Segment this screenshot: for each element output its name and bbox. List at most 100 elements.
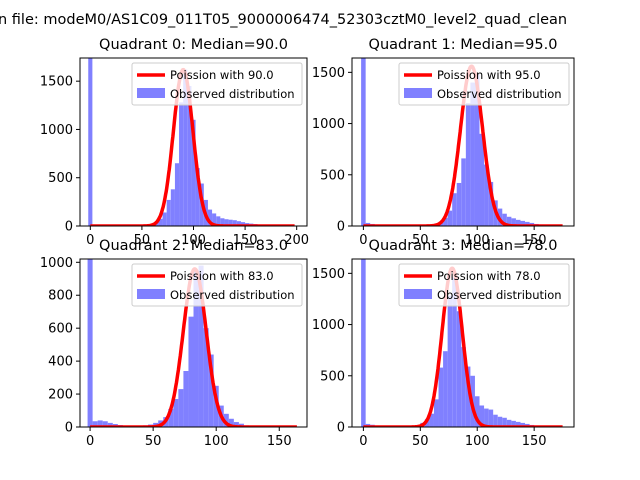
histogram-bar	[511, 218, 516, 226]
y-tick-label: 600	[48, 322, 73, 337]
histogram-bar	[515, 219, 521, 226]
legend-box	[131, 263, 303, 307]
x-tick-label: 100	[181, 233, 206, 248]
y-tick-label: 0	[337, 220, 345, 235]
legend-hist-swatch	[137, 88, 165, 98]
histogram-bar	[87, 259, 93, 427]
histogram-bar	[461, 158, 466, 226]
histogram-bar	[361, 259, 366, 427]
legend-fit-label: Poission with 90.0	[170, 68, 274, 82]
legend: Poission with 83.0 Observed distribution	[131, 263, 303, 307]
x-tick-label: 100	[204, 434, 229, 449]
histogram-bar	[232, 220, 237, 226]
histogram-bar	[479, 133, 485, 226]
histogram-bar	[193, 270, 199, 427]
histogram-bar	[506, 216, 512, 226]
legend-box	[398, 62, 570, 106]
histogram-bar	[191, 119, 196, 226]
histogram-bar	[183, 69, 188, 226]
subplot-title: Quadrant 1: Median=95.0	[369, 37, 558, 53]
poisson-fit-line	[89, 67, 296, 226]
histogram-bar	[474, 74, 480, 226]
plot-area	[361, 259, 564, 427]
histogram-bar	[228, 219, 233, 226]
y-tick-label: 500	[320, 168, 345, 183]
axes-frame	[79, 258, 308, 428]
histogram-bar	[240, 222, 246, 226]
histogram-bar	[207, 209, 213, 226]
subplot-title: Quadrant 3: Median=78.0	[369, 238, 558, 254]
legend-hist-label: Observed distribution	[170, 87, 295, 101]
subplot-0: Quadrant 0: Median=90.0 0 50 100 150 200 0 500 1…	[40, 37, 309, 248]
y-tick-label: 0	[337, 421, 345, 436]
histogram-bar	[443, 351, 448, 427]
histogram-bar	[456, 182, 462, 226]
legend-hist-label: Observed distribution	[170, 288, 295, 302]
x-tick-label: 150	[522, 434, 547, 449]
y-tick-label: 0	[65, 421, 73, 436]
histogram-bar	[179, 102, 184, 226]
histogram-bar	[424, 419, 430, 427]
subplot-1: Quadrant 1: Median=95.00 50 100 15005001000…	[312, 37, 575, 248]
histogram-bar	[174, 163, 180, 226]
axes-frame	[351, 258, 575, 428]
histogram-bar	[474, 396, 480, 427]
axes-frame	[351, 57, 575, 227]
y-tick-label: 1500	[40, 75, 73, 90]
histogram-bar	[183, 371, 189, 427]
histogram-bar	[195, 168, 200, 226]
legend-hist-swatch	[137, 289, 165, 299]
histogram-bar	[506, 419, 512, 427]
histogram-bar	[511, 420, 516, 427]
poisson-fit-line	[362, 266, 564, 427]
legend: Poission with 78.0 Observed distribution	[398, 263, 570, 307]
y-tick-label: 1000	[40, 256, 73, 271]
histogram-bar	[166, 199, 171, 226]
histogram-bar	[188, 316, 194, 427]
figure-suptitle: n file: modeM0/AS1C09_011T05_9000006474_…	[0, 12, 567, 28]
histogram-bar	[187, 86, 192, 226]
x-tick-label: 200	[284, 233, 309, 248]
plot-area	[88, 58, 296, 226]
histogram-bar	[470, 82, 475, 226]
histogram-bar	[203, 328, 209, 427]
y-tick-label: 500	[48, 171, 73, 186]
histogram-bar	[97, 420, 103, 427]
histogram-bar	[178, 389, 184, 427]
histogram-bar	[429, 413, 434, 427]
histogram-bar	[520, 422, 526, 427]
histogram-bar	[216, 216, 221, 226]
y-tick-label: 1500	[312, 267, 345, 282]
histogram-bar	[502, 417, 507, 427]
histogram-bar	[236, 221, 241, 226]
y-tick-label: 1000	[312, 318, 345, 333]
legend-box	[398, 263, 570, 307]
legend-fit-label: Poission with 78.0	[437, 269, 541, 283]
histogram-bar	[488, 409, 494, 427]
histogram-bar	[212, 213, 217, 226]
histogram-bar	[443, 217, 448, 226]
histogram-bar	[233, 422, 239, 427]
histogram-bar	[228, 418, 234, 427]
subplot-title: Quadrant 0: Median=90.0	[99, 37, 288, 53]
histogram-bar	[107, 422, 113, 427]
histogram-bar	[456, 311, 462, 427]
histogram-bar	[220, 218, 225, 226]
histogram-bar	[198, 265, 204, 427]
subplots: Quadrant 0: Median=90.0 0 50 100 150 200 0 500 1…	[40, 37, 575, 449]
x-tick-label: 0	[359, 233, 367, 248]
histogram-bar	[488, 181, 494, 226]
histogram-bar	[484, 164, 489, 226]
histogram-bar	[447, 210, 453, 226]
histogram-bar	[88, 58, 93, 226]
legend-hist-label: Observed distribution	[437, 288, 562, 302]
y-tick-label: 1000	[312, 117, 345, 132]
histogram-bar	[465, 366, 471, 427]
histogram-bar	[493, 414, 498, 427]
x-tick-label: 150	[267, 434, 292, 449]
x-tick-label: 50	[412, 233, 429, 248]
subplot-title: Quadrant 2: Median=83.0	[99, 238, 288, 254]
x-tick-label: 150	[522, 233, 547, 248]
histogram-bar	[452, 193, 457, 226]
histogram-bar	[208, 354, 214, 427]
